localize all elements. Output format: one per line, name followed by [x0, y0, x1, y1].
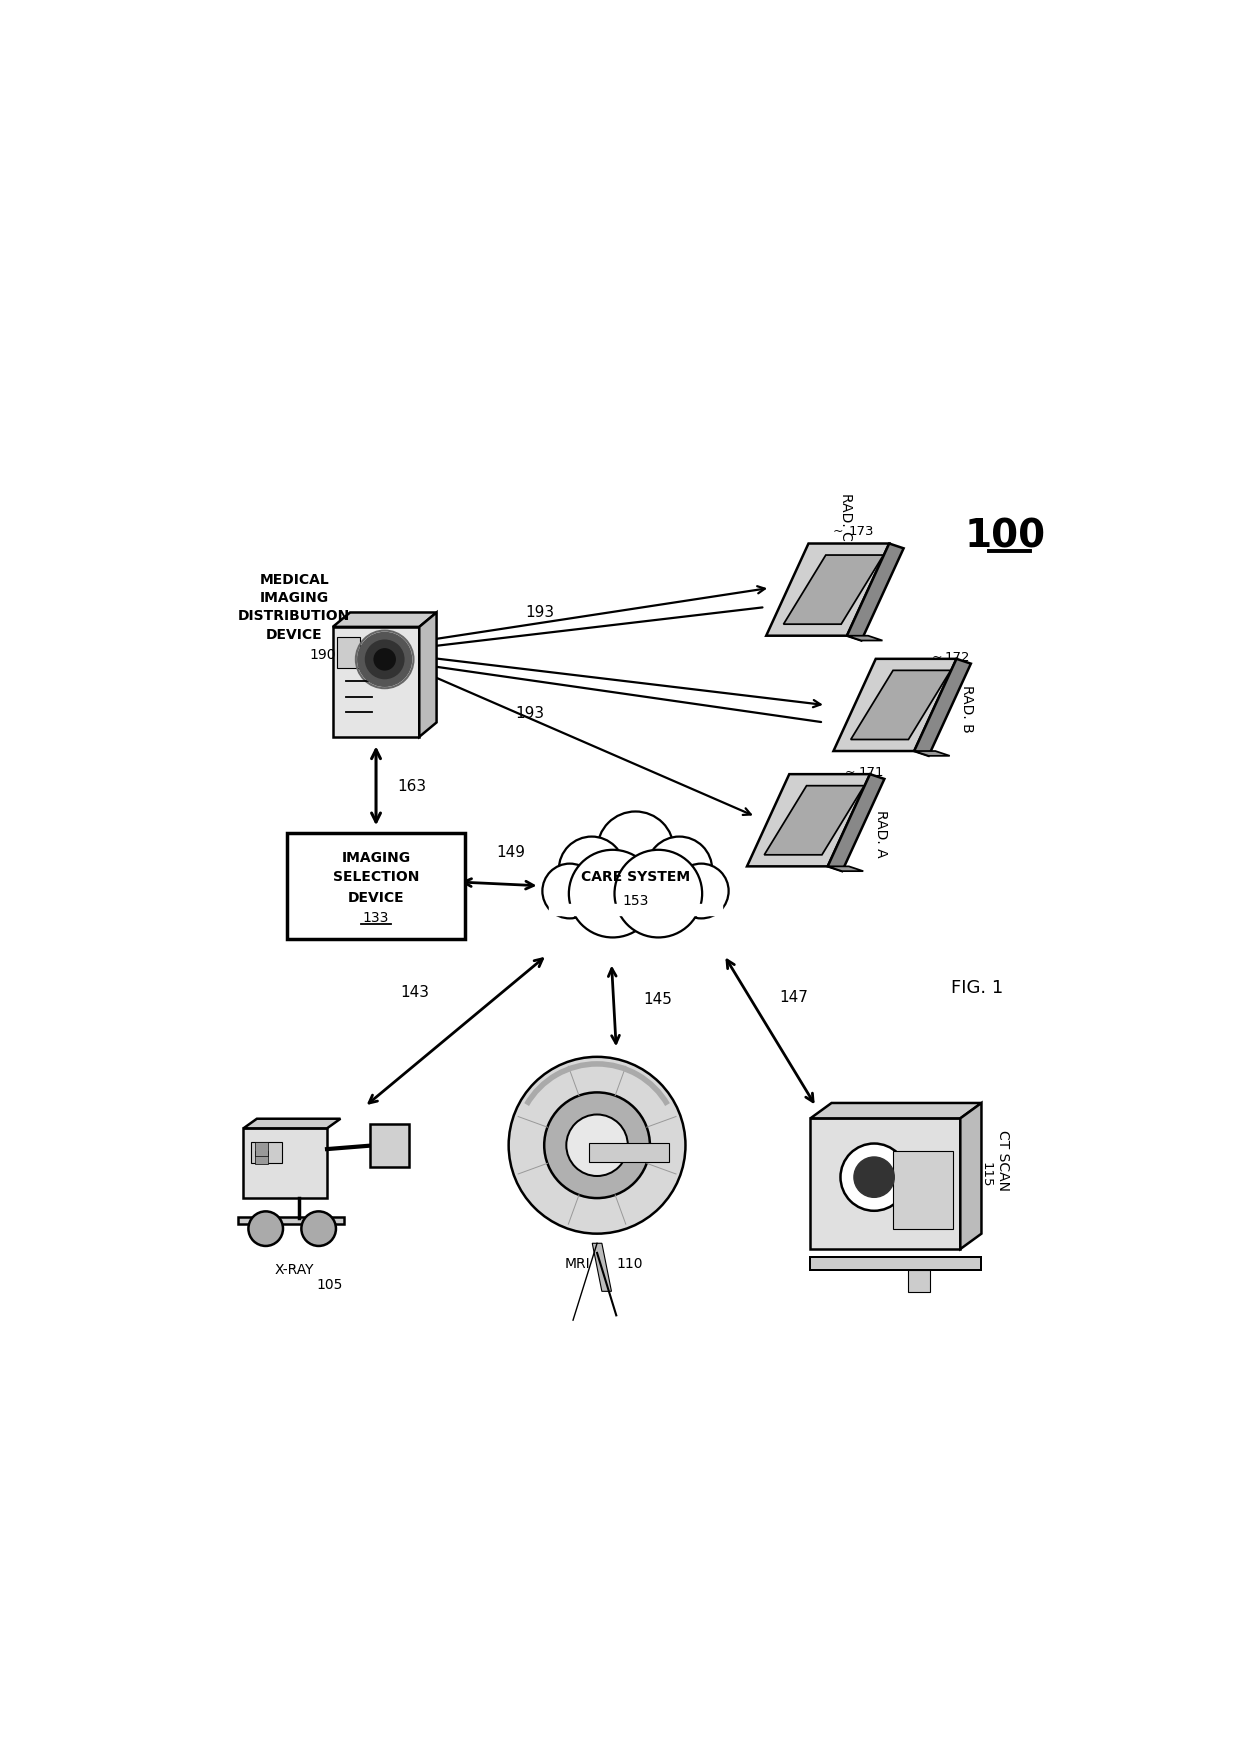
Circle shape: [374, 649, 396, 670]
Polygon shape: [419, 612, 436, 737]
Circle shape: [646, 837, 712, 902]
Polygon shape: [784, 556, 883, 625]
Polygon shape: [255, 1151, 268, 1165]
Text: MEDICAL: MEDICAL: [259, 572, 330, 586]
Polygon shape: [766, 544, 889, 637]
Text: IMAGING: IMAGING: [341, 851, 410, 865]
Text: 145: 145: [644, 992, 672, 1006]
Text: 105: 105: [316, 1278, 342, 1292]
Polygon shape: [243, 1128, 327, 1199]
Circle shape: [854, 1157, 894, 1197]
Polygon shape: [255, 1143, 268, 1157]
Text: DEVICE: DEVICE: [267, 627, 322, 641]
Polygon shape: [908, 1271, 930, 1292]
Text: 100: 100: [965, 516, 1047, 555]
Text: 149: 149: [496, 844, 526, 860]
Text: 193: 193: [525, 605, 554, 620]
Text: RAD. C: RAD. C: [839, 493, 853, 541]
Circle shape: [559, 837, 625, 902]
Circle shape: [598, 813, 673, 888]
Polygon shape: [851, 670, 951, 741]
Polygon shape: [828, 774, 884, 872]
Polygon shape: [914, 751, 950, 756]
Polygon shape: [828, 867, 863, 872]
Circle shape: [508, 1057, 686, 1234]
Circle shape: [358, 634, 412, 686]
Circle shape: [542, 863, 598, 920]
Text: 143: 143: [401, 985, 429, 999]
Text: ~: ~: [844, 765, 856, 779]
Text: 133: 133: [363, 911, 389, 923]
Text: 110: 110: [616, 1257, 642, 1271]
Polygon shape: [243, 1120, 341, 1128]
Circle shape: [544, 1093, 650, 1199]
Polygon shape: [337, 637, 361, 669]
Polygon shape: [589, 1143, 670, 1162]
Polygon shape: [593, 1244, 611, 1292]
Text: 147: 147: [780, 990, 808, 1004]
Text: MRI: MRI: [565, 1257, 590, 1271]
Circle shape: [615, 851, 702, 937]
Text: SELECTION: SELECTION: [332, 870, 419, 885]
Polygon shape: [746, 774, 870, 867]
Polygon shape: [811, 1257, 982, 1271]
Circle shape: [841, 1144, 908, 1211]
Circle shape: [567, 1114, 627, 1176]
Polygon shape: [371, 1125, 409, 1167]
Text: DISTRIBUTION: DISTRIBUTION: [238, 609, 351, 623]
Text: RAD. B: RAD. B: [960, 684, 975, 732]
Circle shape: [366, 641, 404, 679]
FancyBboxPatch shape: [288, 834, 465, 939]
Text: 115: 115: [980, 1162, 992, 1186]
Polygon shape: [238, 1218, 343, 1225]
Text: CT SCAN: CT SCAN: [996, 1130, 1009, 1190]
Polygon shape: [914, 660, 971, 756]
Text: 172: 172: [945, 651, 971, 663]
Text: ~: ~: [931, 651, 942, 663]
Circle shape: [569, 851, 656, 937]
Polygon shape: [250, 1143, 281, 1164]
Text: DEVICE: DEVICE: [347, 892, 404, 906]
Text: FIG. 1: FIG. 1: [951, 978, 1003, 997]
Polygon shape: [847, 544, 904, 641]
Circle shape: [673, 863, 729, 920]
Text: 171: 171: [858, 765, 884, 779]
Text: 153: 153: [622, 893, 649, 907]
Circle shape: [559, 837, 625, 902]
Circle shape: [569, 851, 656, 937]
Polygon shape: [332, 612, 436, 628]
Circle shape: [646, 837, 712, 902]
Text: X-RAY: X-RAY: [274, 1264, 314, 1278]
Polygon shape: [847, 637, 883, 641]
Circle shape: [248, 1211, 283, 1246]
Text: 190: 190: [310, 648, 336, 662]
Text: RAD. A: RAD. A: [874, 809, 888, 856]
Circle shape: [598, 813, 673, 888]
Polygon shape: [332, 628, 419, 737]
Circle shape: [301, 1211, 336, 1246]
Text: CARE SYSTEM: CARE SYSTEM: [580, 870, 691, 885]
Circle shape: [542, 863, 598, 920]
Polygon shape: [833, 660, 956, 751]
Text: 163: 163: [397, 779, 427, 793]
Text: 173: 173: [849, 525, 874, 537]
Polygon shape: [764, 786, 864, 855]
Polygon shape: [811, 1104, 982, 1118]
Polygon shape: [893, 1151, 952, 1230]
Circle shape: [673, 863, 729, 920]
Polygon shape: [811, 1118, 960, 1250]
Text: IMAGING: IMAGING: [260, 591, 329, 605]
Text: 193: 193: [516, 706, 544, 721]
Circle shape: [615, 851, 702, 937]
Text: ~: ~: [832, 525, 843, 537]
Polygon shape: [549, 904, 722, 916]
Polygon shape: [960, 1104, 982, 1250]
